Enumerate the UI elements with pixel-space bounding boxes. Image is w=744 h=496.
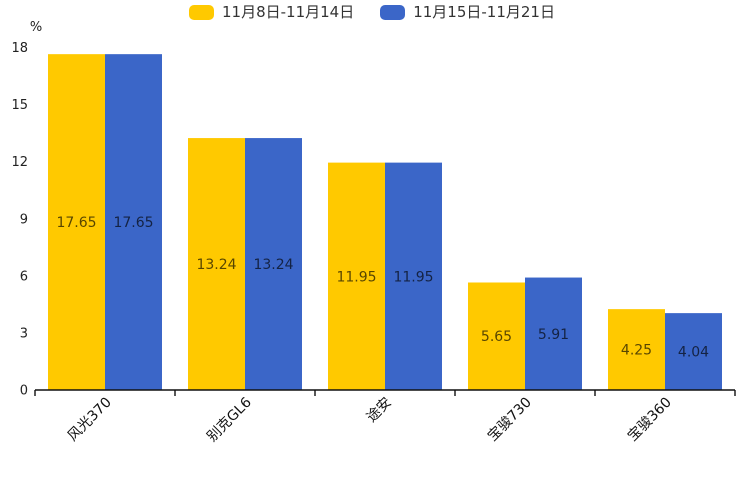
legend-item-week2[interactable]: 11月15日-11月21日 — [380, 5, 555, 20]
bar-value-label: 5.65 — [481, 329, 512, 345]
x-axis-label: 风光370 — [65, 395, 115, 445]
legend-item-week1[interactable]: 11月8日-11月14日 — [189, 5, 354, 20]
x-axis-label: 别克GL6 — [204, 394, 255, 445]
y-axis-tick-label: 12 — [11, 155, 28, 170]
bar-value-label: 17.65 — [56, 215, 96, 231]
legend-swatch-yellow-icon — [189, 5, 214, 20]
bar-value-label: 11.95 — [336, 269, 376, 285]
bar-series1-途安[interactable] — [328, 162, 385, 390]
y-axis-tick-label: 9 — [20, 212, 28, 227]
chart-legend: 11月8日-11月14日 11月15日-11月21日 — [0, 5, 744, 20]
bar-series2-宝骏730[interactable] — [525, 277, 582, 390]
bar-series2-途安[interactable] — [385, 162, 442, 390]
x-axis-label: 宝骏360 — [625, 395, 675, 445]
x-axis-label: 途安 — [363, 394, 395, 426]
y-axis-tick-label: 3 — [20, 326, 28, 341]
bar-series1-别克GL6[interactable] — [188, 138, 245, 390]
x-axis-label: 宝骏730 — [485, 395, 535, 445]
bar-value-label: 4.04 — [678, 345, 709, 361]
bar-value-label: 11.95 — [393, 269, 433, 285]
bars-group: 17.65 17.65 13.24 13.24 11.95 11.95 5.65 5.91 4.… — [48, 54, 722, 390]
bar-series2-别克GL6[interactable] — [245, 138, 302, 390]
legend-swatch-blue-icon — [380, 5, 406, 20]
y-axis-tick-label: 18 — [11, 41, 28, 56]
bar-value-label: 13.24 — [253, 257, 293, 273]
legend-label-week2: 11月15日-11月21日 — [413, 3, 555, 21]
y-axis-tick-label: 6 — [20, 269, 28, 284]
bar-value-label: 17.65 — [113, 215, 153, 231]
bar-series2-宝骏360[interactable] — [665, 313, 722, 390]
bar-value-label: 5.91 — [538, 327, 569, 343]
legend-label-week1: 11月8日-11月14日 — [222, 3, 355, 21]
bar-series1-宝骏360[interactable] — [608, 309, 665, 390]
bar-series1-宝骏730[interactable] — [468, 282, 525, 390]
bar-value-label: 13.24 — [196, 257, 236, 273]
bar-series2-风光370[interactable] — [105, 54, 162, 390]
y-axis-tick-label: 0 — [20, 384, 28, 399]
bar-value-label: 4.25 — [621, 343, 652, 359]
y-axis-unit-label: % — [30, 20, 42, 35]
y-axis-tick-label: 15 — [11, 98, 28, 113]
bar-series1-风光370[interactable] — [48, 54, 105, 390]
